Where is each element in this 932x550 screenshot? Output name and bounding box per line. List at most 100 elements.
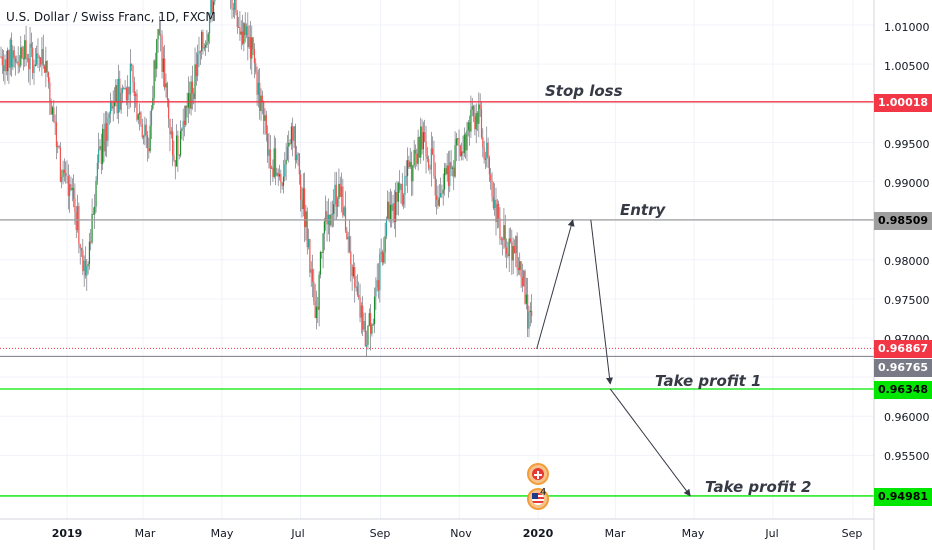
candle-up: [201, 32, 203, 52]
candle-down: [326, 211, 328, 225]
candle-up: [135, 93, 137, 97]
candle-down: [133, 81, 135, 97]
take-profit-2-price-tag: 0.94981: [874, 488, 932, 506]
candle-down: [339, 183, 341, 197]
candle-down: [100, 146, 102, 164]
candle-down: [335, 184, 337, 207]
candle-up: [187, 93, 190, 108]
candle-up: [352, 267, 355, 277]
candle-down: [436, 195, 438, 200]
candle-up: [392, 203, 394, 211]
candle-down: [426, 156, 428, 160]
candle-up: [307, 239, 310, 248]
candles-layer: [0, 0, 533, 357]
candle-down: [507, 254, 509, 257]
candle-up: [467, 122, 469, 131]
candle-up: [463, 134, 465, 154]
candle-down: [425, 141, 427, 157]
candle-up: [162, 58, 164, 72]
candle-down: [239, 27, 241, 35]
level-lines: [0, 101, 874, 497]
candle-up: [278, 174, 281, 177]
candle-down: [136, 93, 138, 120]
candle-down: [350, 251, 352, 265]
candle-up: [383, 252, 385, 263]
candle-up: [214, 0, 216, 2]
us-flag-icon[interactable]: [527, 488, 549, 510]
candle-down: [238, 27, 240, 29]
candle-down: [488, 157, 490, 175]
candle-up: [4, 59, 6, 72]
candle-down: [483, 147, 485, 160]
candle-up: [245, 26, 248, 36]
candle-down: [141, 124, 143, 138]
candle-up: [83, 260, 85, 272]
candle-down: [160, 34, 162, 36]
candle-up: [113, 102, 116, 107]
candle-up: [234, 0, 236, 10]
candle-up: [442, 189, 444, 194]
candle-down: [410, 162, 413, 182]
candle-up: [206, 41, 208, 46]
candle-up: [190, 81, 192, 109]
candle-up: [62, 169, 64, 178]
candle-up: [139, 112, 141, 115]
candle-down: [500, 239, 502, 241]
candle-up: [150, 108, 153, 126]
last-price-tag: 0.96867: [874, 340, 932, 358]
candle-up: [86, 266, 88, 276]
candle-up: [297, 153, 299, 155]
candle-up: [284, 164, 286, 177]
candle-up: [368, 313, 370, 327]
candle-down: [1, 56, 3, 66]
price-tick: 0.96000: [884, 411, 930, 424]
candle-down: [103, 128, 105, 152]
candle-down: [370, 313, 372, 334]
time-tick: 2019: [51, 527, 83, 540]
price-tick: 1.01000: [884, 21, 930, 34]
candle-down: [462, 151, 464, 154]
candle-up: [379, 253, 381, 291]
candle-down: [54, 122, 56, 124]
candle-up: [470, 109, 472, 132]
candle-up: [257, 82, 259, 95]
candle-up: [395, 191, 397, 222]
candle-up: [179, 130, 182, 156]
candle-down: [195, 64, 197, 77]
candle-up: [449, 162, 451, 186]
candle-up: [385, 218, 388, 237]
candle-down: [516, 236, 518, 268]
projection-arrow-to-entry: [536, 219, 575, 350]
candle-up: [71, 187, 73, 190]
candle-down: [472, 106, 475, 117]
candle-down: [356, 286, 358, 296]
candle-up: [88, 241, 91, 265]
candle-up: [96, 162, 98, 181]
candle-up: [409, 162, 411, 168]
chart-grid: [0, 0, 874, 519]
candle-up: [7, 50, 9, 72]
candle-down: [524, 270, 526, 304]
candle-down: [43, 65, 46, 73]
price-tick: 0.95500: [884, 450, 930, 463]
candle-down: [391, 204, 393, 211]
time-tick: Sep: [841, 527, 863, 540]
candle-down: [351, 264, 353, 277]
candle-up: [153, 60, 155, 99]
candle-down: [140, 112, 142, 125]
candle-up: [41, 49, 43, 65]
candle-up: [129, 63, 131, 95]
candle-up: [475, 113, 477, 130]
swiss-flag-icon[interactable]: [527, 463, 549, 485]
candle-up: [175, 135, 178, 167]
candle-up: [112, 106, 114, 109]
candle-up: [102, 128, 104, 164]
candle-down: [168, 99, 170, 119]
candle-down: [161, 35, 163, 72]
time-tick: Nov: [450, 527, 472, 540]
candle-down: [447, 165, 450, 186]
candle-down: [314, 301, 316, 319]
candle-up: [334, 184, 336, 205]
candle-up: [496, 203, 498, 223]
